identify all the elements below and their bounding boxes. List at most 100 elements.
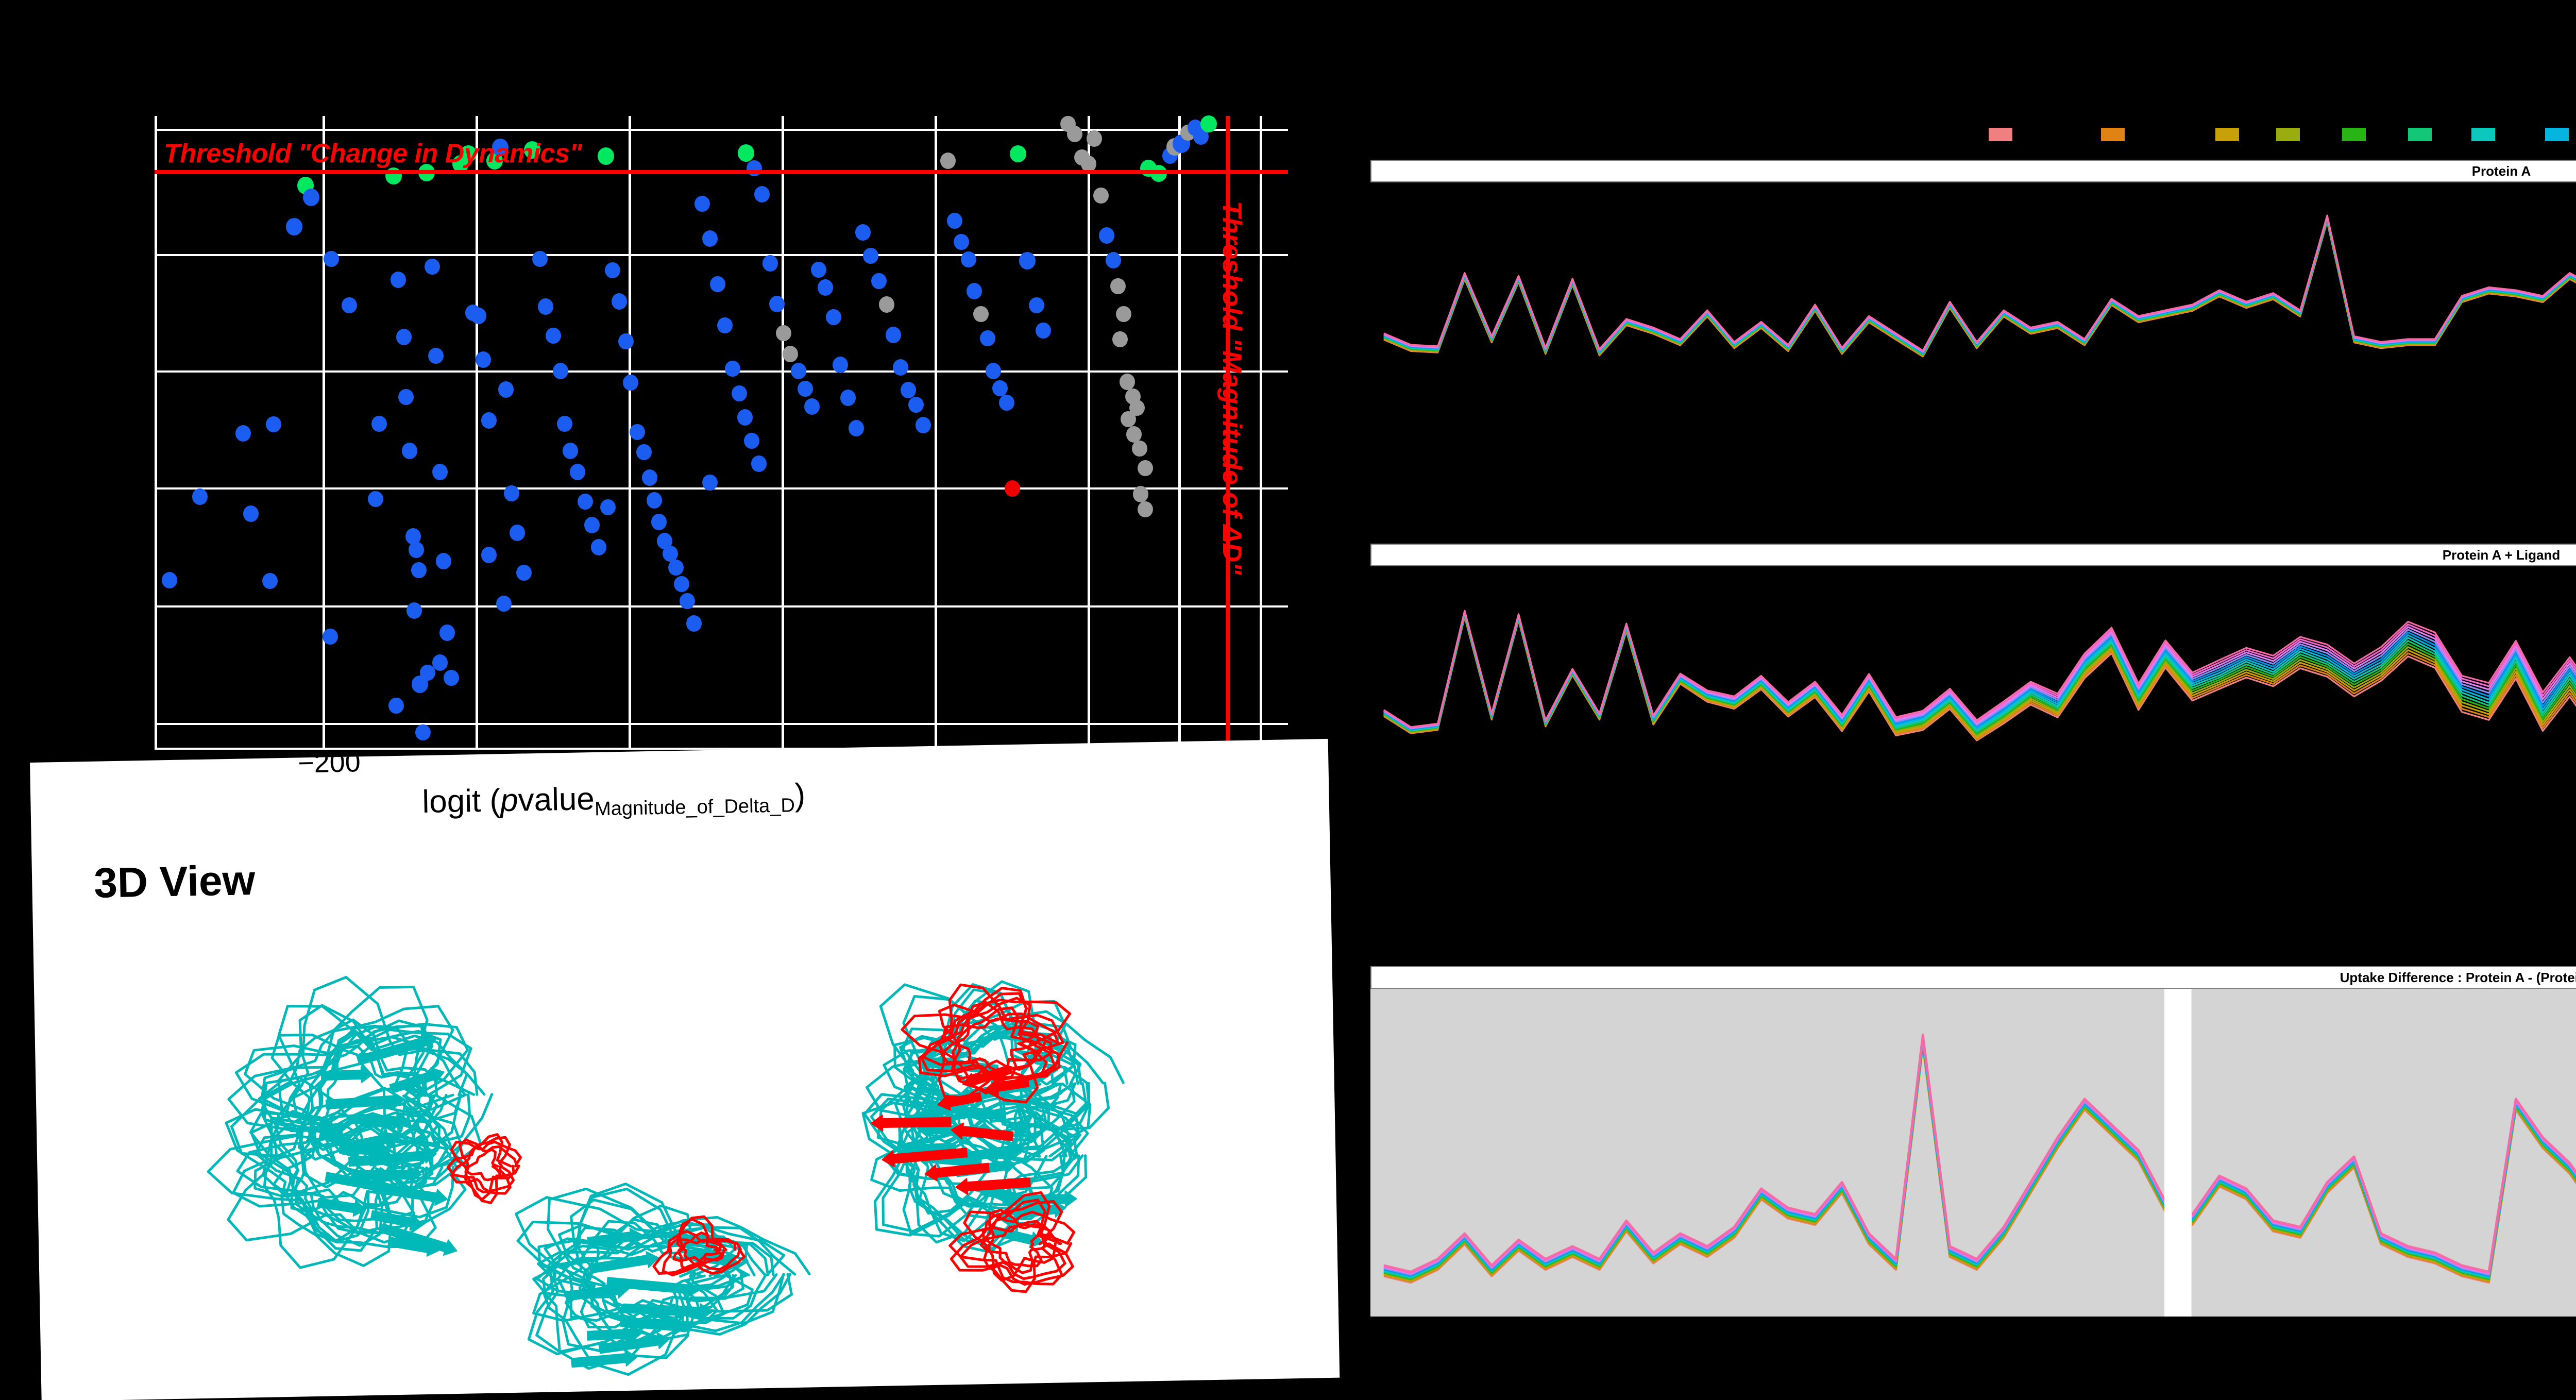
volcano-point[interactable]: [769, 296, 785, 312]
volcano-point[interactable]: [738, 144, 755, 162]
volcano-point[interactable]: [783, 346, 799, 362]
volcano-point[interactable]: [833, 357, 848, 373]
volcano-point[interactable]: [324, 250, 340, 267]
volcano-point[interactable]: [674, 576, 689, 593]
volcano-point[interactable]: [818, 279, 834, 296]
volcano-point[interactable]: [420, 664, 436, 681]
volcano-point[interactable]: [612, 293, 627, 310]
volcano-point[interactable]: [1137, 460, 1153, 477]
volcano-point[interactable]: [1019, 252, 1036, 270]
volcano-point[interactable]: [492, 139, 509, 156]
volcano-point[interactable]: [552, 363, 568, 379]
volcano-point[interactable]: [342, 297, 358, 314]
volcano-point[interactable]: [725, 360, 740, 377]
volcano-point[interactable]: [797, 380, 813, 397]
volcano-point[interactable]: [396, 329, 412, 345]
volcano-point[interactable]: [647, 492, 663, 509]
uptake-plot-protein-a-ligand[interactable]: Protein A + Ligand: [1370, 544, 2576, 760]
volcano-point[interactable]: [1110, 278, 1126, 295]
volcano-point[interactable]: [1120, 411, 1136, 428]
volcano-point[interactable]: [411, 562, 427, 579]
volcano-point[interactable]: [986, 363, 1001, 379]
volcano-point[interactable]: [618, 333, 634, 350]
volcano-point[interactable]: [591, 539, 607, 555]
volcano-point[interactable]: [710, 276, 726, 293]
volcano-point[interactable]: [732, 385, 748, 401]
volcano-point[interactable]: [840, 390, 856, 406]
volcano-point[interactable]: [751, 456, 767, 472]
volcano-point[interactable]: [1099, 227, 1114, 244]
volcano-point[interactable]: [746, 160, 762, 177]
volcano-point[interactable]: [848, 420, 864, 436]
volcano-point[interactable]: [600, 499, 616, 516]
volcano-point[interactable]: [584, 517, 600, 533]
volcano-point[interactable]: [578, 493, 593, 510]
volcano-point[interactable]: [1005, 480, 1021, 497]
volcano-point[interactable]: [471, 308, 487, 324]
volcano-point[interactable]: [908, 396, 924, 413]
volcano-point[interactable]: [1131, 440, 1147, 457]
volcano-point[interactable]: [973, 306, 989, 323]
volcano-point[interactable]: [686, 615, 702, 632]
volcano-point[interactable]: [161, 572, 177, 588]
volcano-point[interactable]: [702, 230, 718, 247]
uptake-plot-protein-a[interactable]: Protein A: [1370, 160, 2576, 376]
volcano-point[interactable]: [516, 564, 532, 581]
volcano-point[interactable]: [1137, 501, 1153, 518]
volcano-point[interactable]: [804, 398, 820, 415]
volcano-point[interactable]: [947, 212, 963, 229]
volcano-point[interactable]: [481, 412, 497, 429]
legend-swatch-5[interactable]: [2408, 128, 2432, 141]
legend-swatch-3[interactable]: [2276, 128, 2300, 141]
legend-swatch-1[interactable]: [2100, 128, 2125, 141]
volcano-point[interactable]: [1010, 145, 1027, 163]
volcano-point[interactable]: [1112, 331, 1128, 348]
volcano-point[interactable]: [1126, 426, 1142, 443]
volcano-point[interactable]: [737, 409, 753, 426]
volcano-point[interactable]: [879, 296, 895, 313]
volcano-point[interactable]: [406, 602, 422, 619]
volcano-point[interactable]: [476, 351, 491, 368]
legend-swatch-7[interactable]: [2545, 128, 2569, 141]
volcano-point[interactable]: [790, 363, 806, 379]
volcano-point[interactable]: [886, 327, 902, 343]
volcano-point[interactable]: [992, 380, 1008, 397]
volcano-point[interactable]: [636, 444, 652, 461]
volcano-point[interactable]: [532, 250, 548, 267]
volcano-point[interactable]: [642, 469, 658, 486]
legend-swatch-0[interactable]: [1989, 128, 2012, 141]
volcano-point[interactable]: [604, 262, 620, 279]
volcano-point[interactable]: [432, 654, 448, 671]
volcano-point[interactable]: [1086, 130, 1102, 147]
volcano-point[interactable]: [871, 273, 887, 290]
volcano-point[interactable]: [569, 464, 585, 480]
volcano-point[interactable]: [391, 272, 406, 288]
volcano-point[interactable]: [663, 545, 678, 562]
volcano-point[interactable]: [597, 147, 614, 165]
volcano-point[interactable]: [460, 145, 477, 163]
volcano-point[interactable]: [402, 443, 417, 459]
volcano-point[interactable]: [538, 298, 553, 315]
volcano-point[interactable]: [481, 547, 497, 563]
volcano-point[interactable]: [323, 628, 338, 645]
volcano-point[interactable]: [557, 415, 573, 432]
volcano-point[interactable]: [285, 218, 302, 235]
volcano-point[interactable]: [409, 542, 425, 558]
protein-ribbon-structure[interactable]: [33, 909, 1340, 1396]
volcano-point[interactable]: [368, 491, 383, 508]
volcano-point[interactable]: [432, 464, 448, 480]
uptake-plot-difference[interactable]: Uptake Difference : Protein A - (Protein…: [1370, 966, 2576, 1317]
timepoint-legend[interactable]: [1989, 128, 2576, 148]
volcano-point[interactable]: [523, 141, 540, 159]
volcano-point[interactable]: [1067, 126, 1083, 142]
volcano-point[interactable]: [1080, 156, 1096, 172]
volcano-point[interactable]: [243, 505, 259, 522]
volcano-point[interactable]: [1119, 374, 1135, 390]
volcano-point[interactable]: [999, 394, 1015, 411]
legend-swatch-6[interactable]: [2471, 128, 2495, 141]
volcano-point[interactable]: [940, 153, 956, 169]
volcano-point[interactable]: [496, 595, 512, 612]
volcano-point[interactable]: [1200, 115, 1217, 133]
volcano-point[interactable]: [563, 443, 579, 459]
volcano-point[interactable]: [439, 625, 455, 641]
